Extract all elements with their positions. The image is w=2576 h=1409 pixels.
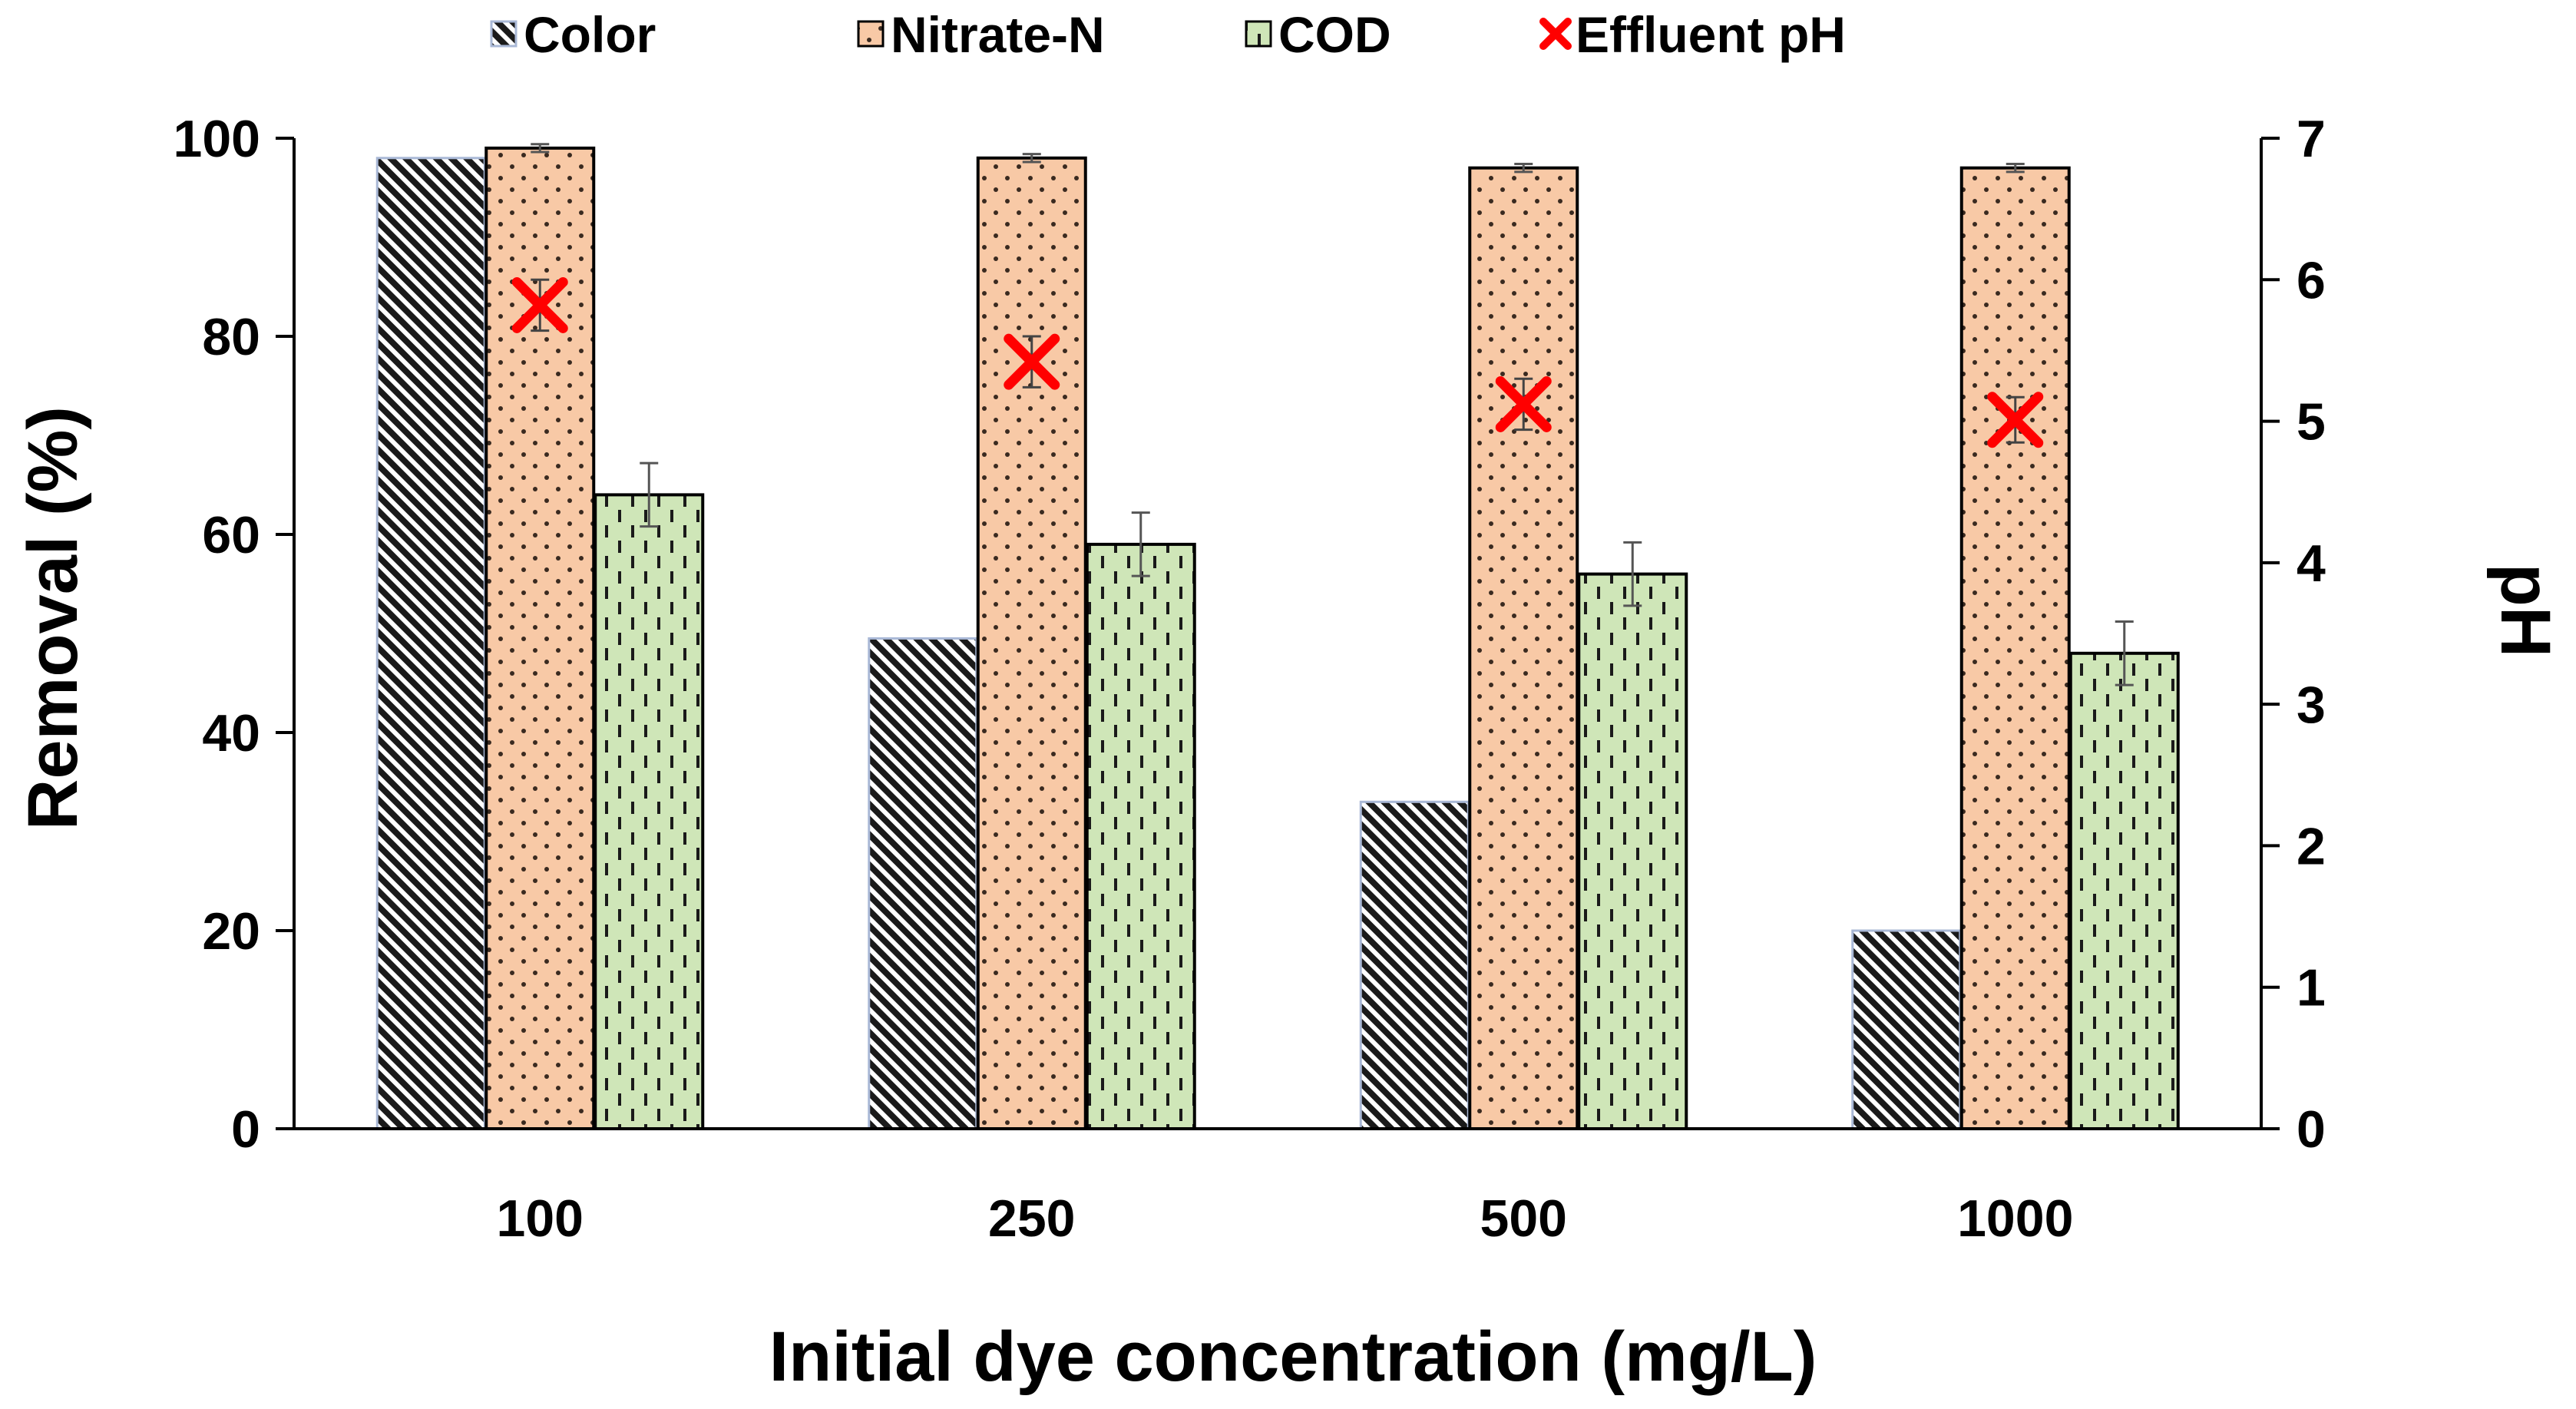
y2-tick-label: 1 (2297, 959, 2326, 1017)
y-tick-label: 20 (202, 902, 260, 961)
bar-cod-1000 (2068, 651, 2180, 1130)
x-axis-title: Initial dye concentration (mg/L) (769, 1318, 1817, 1396)
x-ticks: 100 250 500 1000 (497, 1189, 2074, 1248)
error-bars (531, 143, 2134, 686)
bar-color-1000 (1851, 929, 1962, 1130)
x-tick-label: 250 (988, 1189, 1075, 1248)
y2-axis-title: pH (2486, 564, 2564, 658)
y2-tick-label: 6 (2297, 251, 2326, 309)
legend: Color Nitrate-N COD Effluent pH (490, 6, 1846, 63)
bar-color-500 (1359, 800, 1470, 1130)
legend-item-cod: COD (1245, 6, 1391, 63)
ph-marker-1000 (1987, 392, 2044, 448)
y-tick-label: 60 (202, 506, 260, 564)
bar-cod-100 (594, 493, 705, 1130)
y-ticks: 0 20 40 60 80 100 (174, 110, 294, 1159)
bar-nitrate-n-250 (976, 156, 1087, 1130)
error-bar-nitrate-n-250 (1022, 153, 1041, 164)
bar-nitrate-n-1000 (1959, 166, 2071, 1131)
y-tick-label: 40 (202, 704, 260, 762)
bar-cod-250 (1085, 542, 1196, 1130)
legend-swatch-effluent-ph (1539, 18, 1572, 50)
error-bar-cod-250 (1131, 511, 1150, 577)
legend-label-effluent-ph: Effluent pH (1576, 6, 1846, 63)
y-tick-label: 0 (231, 1100, 260, 1159)
x-tick-label: 1000 (1957, 1189, 2073, 1248)
bar-color-100 (375, 157, 486, 1130)
error-bar-nitrate-n-500 (1514, 163, 1533, 174)
y2-tick-label: 0 (2297, 1100, 2326, 1159)
y-axis-title: Removal (%) (14, 406, 92, 830)
legend-item-color: Color (490, 6, 656, 63)
bar-color-250 (868, 637, 978, 1130)
x-tick-label: 100 (497, 1189, 584, 1248)
legend-swatch-color (490, 20, 518, 48)
error-bar-cod-100 (640, 461, 659, 528)
error-bar-nitrate-n-1000 (2006, 163, 2025, 174)
y2-tick-label: 3 (2297, 676, 2326, 734)
y2-tick-label: 7 (2297, 110, 2326, 168)
ph-marker-500 (1495, 375, 1552, 432)
y-tick-label: 100 (174, 110, 260, 168)
error-bar-cod-500 (1623, 541, 1642, 607)
error-bar-nitrate-n-100 (531, 143, 550, 154)
legend-item-effluent-ph: Effluent pH (1539, 6, 1846, 63)
bar-cod-500 (1577, 572, 1688, 1130)
legend-label-nitrate-n: Nitrate-N (891, 6, 1105, 63)
legend-label-cod: COD (1278, 6, 1391, 63)
bars (375, 146, 2180, 1131)
legend-swatch-cod (1245, 20, 1272, 48)
y2-ticks: 0 1 2 3 4 5 6 7 (2261, 110, 2326, 1159)
error-bar-cod-1000 (2115, 620, 2134, 686)
legend-label-color: Color (524, 6, 656, 63)
legend-item-nitrate-n: Nitrate-N (857, 6, 1105, 63)
y2-tick-label: 2 (2297, 817, 2326, 875)
x-tick-label: 500 (1480, 1189, 1567, 1248)
y2-tick-label: 5 (2297, 393, 2326, 451)
axes (293, 138, 2263, 1130)
ph-marker-100 (511, 276, 568, 333)
bar-nitrate-n-500 (1468, 166, 1579, 1131)
y2-tick-label: 4 (2297, 534, 2326, 593)
y-tick-label: 80 (202, 308, 260, 366)
ph-marker-250 (1004, 333, 1060, 390)
ph-markers (511, 276, 2044, 448)
legend-swatch-nitrate-n (857, 20, 885, 48)
